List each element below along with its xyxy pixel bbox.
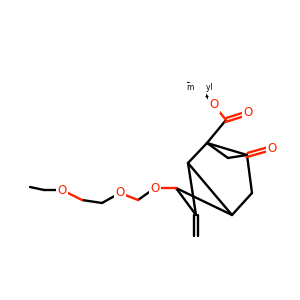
Text: O: O: [209, 98, 219, 112]
Text: O: O: [267, 142, 277, 154]
Text: O: O: [243, 106, 253, 119]
Text: O: O: [116, 187, 124, 200]
Text: methyl: methyl: [187, 83, 213, 92]
Text: O: O: [195, 82, 205, 94]
Text: O: O: [150, 182, 160, 194]
Text: O: O: [195, 82, 205, 94]
Text: O: O: [57, 184, 67, 196]
